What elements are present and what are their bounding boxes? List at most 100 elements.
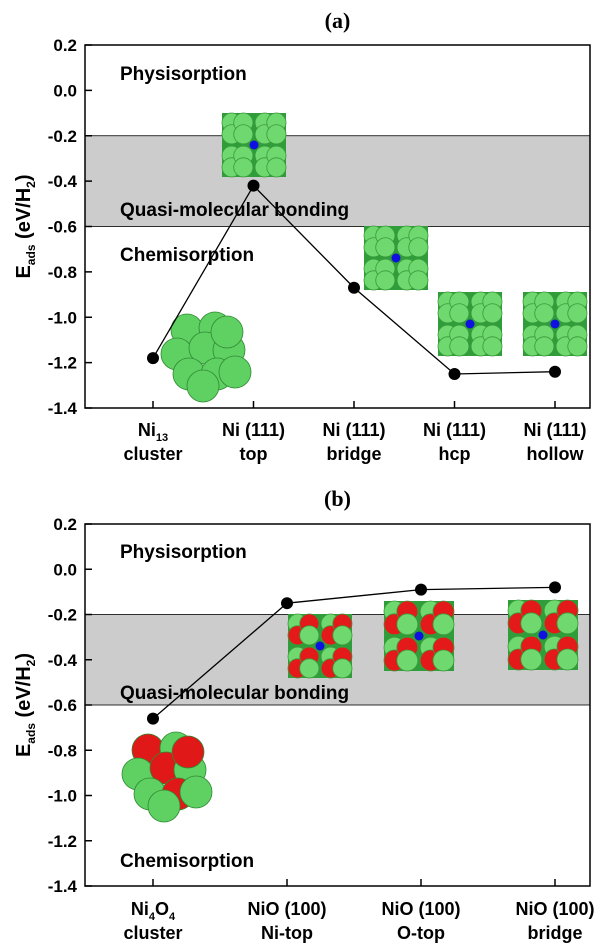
- atom: [449, 303, 470, 324]
- y-tick-label: -1.2: [48, 354, 77, 373]
- text-part: Ni: [131, 899, 149, 919]
- inset: [160, 311, 252, 403]
- text-part: bridge: [527, 923, 582, 943]
- y-tick-label: -1.4: [48, 399, 78, 418]
- text-part: (eV/H: [13, 666, 35, 723]
- text-part: cluster: [123, 444, 182, 464]
- atom: [299, 658, 320, 679]
- y-tick-label: -1.0: [48, 787, 77, 806]
- text-part: top: [240, 444, 268, 464]
- text-part: ): [13, 653, 35, 660]
- x-tick-label: O-top: [397, 923, 445, 943]
- atom: [396, 649, 419, 672]
- inset: [363, 225, 429, 291]
- text-part: hollow: [527, 444, 585, 464]
- subscript: ads: [24, 244, 38, 265]
- adsorbate: [550, 319, 560, 329]
- y-axis-label: Eads (eV/H2): [13, 653, 38, 757]
- x-tick-label: Ni (111): [222, 420, 285, 440]
- atom: [218, 355, 252, 389]
- text-part: bridge: [326, 444, 381, 464]
- atom: [449, 336, 470, 357]
- x-tick-label: Ni (111): [322, 420, 385, 440]
- atom: [567, 336, 588, 357]
- atom: [482, 336, 503, 357]
- chart-title: (b): [324, 486, 351, 511]
- x-tick-label: hollow: [527, 444, 585, 464]
- atom: [556, 648, 579, 671]
- subscript: 2: [24, 181, 38, 188]
- subscript: 4: [149, 911, 156, 923]
- y-tick-label: -0.6: [48, 696, 77, 715]
- data-point: [448, 367, 461, 380]
- atom: [375, 237, 396, 258]
- y-tick-label: -0.8: [48, 263, 77, 282]
- atom: [396, 613, 419, 636]
- x-tick-label: top: [240, 444, 268, 464]
- text-part: NiO (100): [247, 899, 326, 919]
- atom: [332, 658, 353, 679]
- text-part: Ni (111): [322, 420, 385, 440]
- data-point: [281, 597, 293, 610]
- text-part: O-top: [397, 923, 445, 943]
- text-part: O: [155, 899, 169, 919]
- x-tick-label: Ni-top: [261, 923, 313, 943]
- adsorbate: [414, 631, 424, 641]
- atom: [171, 735, 205, 769]
- atom: [432, 613, 455, 636]
- inset: [383, 600, 455, 672]
- atom: [520, 648, 543, 671]
- adsorbate: [315, 641, 325, 651]
- annotation: Quasi-molecular bonding: [120, 683, 349, 704]
- atom: [482, 303, 503, 324]
- text-part: ): [13, 174, 35, 181]
- x-tick-label: Ni (111): [423, 420, 486, 440]
- atom: [567, 303, 588, 324]
- atom: [147, 789, 181, 823]
- y-tick-label: -0.2: [48, 606, 77, 625]
- data-point: [348, 281, 360, 294]
- annotation: Chemisorption: [120, 851, 254, 872]
- atom: [534, 336, 555, 357]
- atom: [534, 303, 555, 324]
- adsorbate: [249, 140, 259, 150]
- subscript: ads: [24, 723, 38, 744]
- data-point: [147, 352, 159, 365]
- annotation: Physisorption: [120, 542, 247, 563]
- atom: [179, 775, 213, 809]
- atom: [266, 124, 287, 145]
- shaded-band: [84, 135, 591, 227]
- subscript: 2: [24, 659, 38, 666]
- inset: [507, 599, 579, 671]
- y-tick-label: -1.0: [48, 308, 77, 327]
- text-part: cluster: [123, 923, 182, 943]
- text-part: Ni (111): [423, 420, 486, 440]
- atom: [432, 649, 455, 672]
- x-tick-label: Ni (111): [523, 420, 586, 440]
- text-part: E: [13, 265, 35, 278]
- x-tick-label: hcp: [438, 444, 470, 464]
- text-part: NiO (100): [381, 899, 460, 919]
- inset: [522, 291, 588, 357]
- y-tick-label: -0.4: [48, 172, 78, 191]
- text-part: E: [13, 744, 35, 757]
- x-tick-label: cluster: [123, 444, 182, 464]
- x-tick-label: bridge: [326, 444, 381, 464]
- text-part: NiO (100): [515, 899, 594, 919]
- x-tick-label: Ni4O4: [131, 899, 176, 923]
- text-part: Ni (111): [222, 420, 285, 440]
- y-tick-label: -1.4: [48, 877, 78, 896]
- atom: [299, 625, 320, 646]
- y-tick-label: 0.2: [53, 36, 77, 55]
- data-point: [415, 583, 427, 596]
- text-part: hcp: [438, 444, 470, 464]
- adsorbate: [538, 630, 548, 640]
- series-line: [152, 586, 556, 720]
- atom: [233, 124, 254, 145]
- text-part: Ni: [138, 420, 156, 440]
- x-tick-label: NiO (100): [381, 899, 460, 919]
- annotation: Chemisorption: [120, 245, 254, 266]
- annotation: Quasi-molecular bonding: [120, 200, 349, 221]
- atom: [332, 625, 353, 646]
- subscript: 4: [169, 911, 176, 923]
